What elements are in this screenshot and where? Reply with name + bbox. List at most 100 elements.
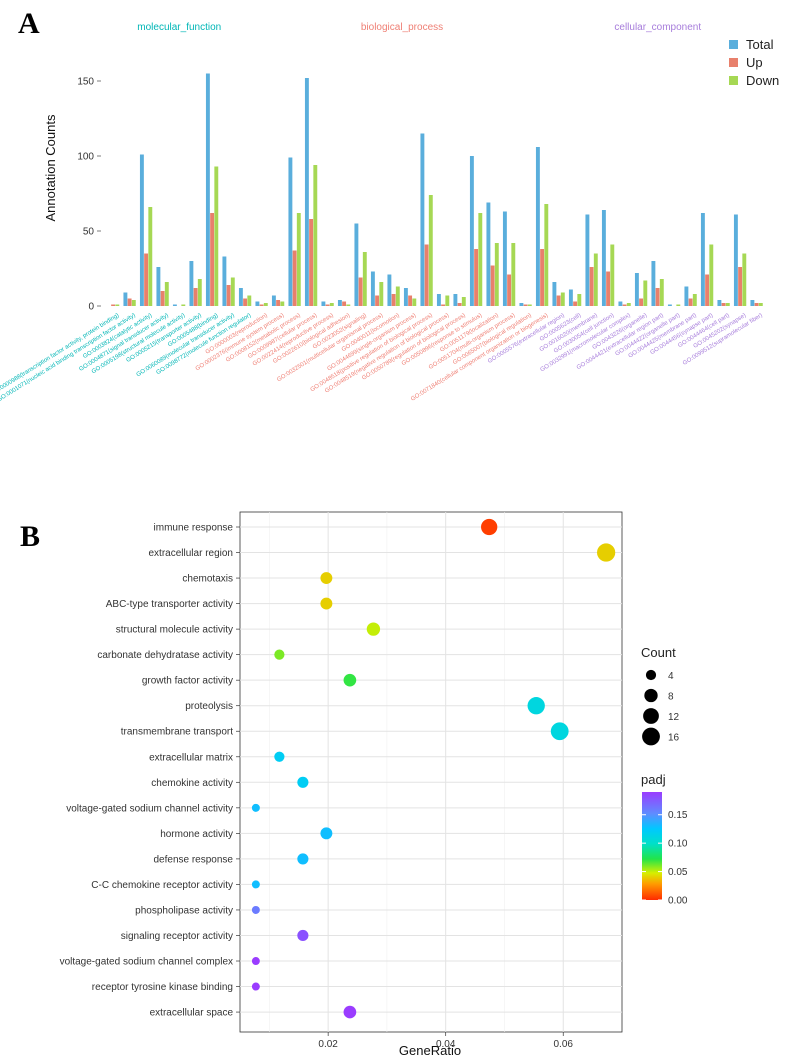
bar-total [634,273,639,306]
bar-total [502,211,507,306]
bar-down [643,280,648,306]
bar-down [544,204,549,306]
y-tick-label: 0 [88,302,94,313]
color-legend-bar [642,792,662,900]
bar-total [271,295,276,306]
bar-down [164,282,169,306]
bar-down [593,253,598,306]
plot-grid [240,512,622,1032]
go-enrichment-dot-plot: immune response extracellular region chemo… [60,511,688,1058]
bar-total [387,274,392,306]
x-tick-labels: 0.02 0.04 0.06 [318,1032,573,1050]
x-tick-label: 0.04 [436,1039,456,1050]
term-label: defense response [153,854,233,865]
legend-label: Down [746,73,779,88]
bar-down [610,244,615,306]
term-dot [343,1005,357,1019]
bar-total [288,157,293,306]
term-dot [274,649,285,660]
bar-down [725,303,730,306]
count-size-legend: Count 4 8 12 16 [641,645,680,746]
term-dot [550,722,569,741]
bar-down [511,243,516,306]
bar-up [243,298,248,306]
bar-total [337,300,342,306]
bar-down [742,253,747,306]
term-dot [251,957,260,965]
term-dot [274,751,285,762]
term-label: phospholipase activity [135,905,233,916]
size-legend-dot [644,688,658,703]
bar-total [205,73,210,306]
size-legend-label: 16 [668,733,680,744]
bar-down [428,195,433,306]
bar-total [552,282,557,306]
bar-total [750,300,755,306]
color-legend-label: 0.00 [668,896,688,907]
size-legend-dot [645,669,657,681]
panel-a-label: A [18,7,40,40]
term-label: growth factor activity [142,676,233,687]
term-label: voltage-gated sodium channel complex [60,957,233,968]
bar-total [189,261,194,306]
bar-total [172,304,177,306]
bar-up [226,285,231,306]
bar-up [507,274,512,306]
category-group-titles: molecular_function biological_process cell… [137,22,701,33]
term-label: transmembrane transport [121,727,233,738]
x-axis-title: GeneRatio [399,1043,461,1058]
term-dot [481,518,498,536]
bar-up [342,301,347,306]
term-label: hormone activity [160,829,233,840]
bar-total [420,133,425,306]
term-label: receptor tyrosine kinase binding [92,982,233,993]
color-legend-title: padj [641,772,666,787]
panel-b-label: B [20,520,40,553]
term-dot [366,622,381,636]
bar-total [123,292,128,306]
bar-total [403,288,408,306]
term-label: ABC-type transporter activity [106,599,233,610]
bar-down [626,303,631,306]
bar-down [412,298,417,306]
term-label: extracellular matrix [149,752,233,763]
bar-total [717,300,722,306]
bar-total [370,271,375,306]
bar-total [601,210,606,306]
bar-down [230,277,235,306]
term-dot [527,697,545,715]
term-label: immune response [154,523,234,534]
bar-total [486,202,491,306]
bar-up [309,219,314,306]
bar-up [325,304,330,306]
bar-down [659,279,664,306]
bar-down [346,304,351,306]
group-title: cellular_component [614,22,701,33]
bar-up [754,303,759,306]
term-label: proteolysis [185,701,233,712]
bar-down [692,294,697,306]
bar-total [354,223,359,306]
bar-down [445,295,450,306]
bar-up [375,295,380,306]
term-label: signaling receptor activity [121,931,233,942]
group-title: biological_process [361,22,443,33]
x-tick-labels: GO:0000988(transcription factor activity… [0,313,764,404]
term-dot [320,572,333,585]
size-legend-label: 4 [668,671,674,682]
bar-total [651,261,656,306]
term-label: voltage-gated sodium channel activity [66,803,233,814]
x-tick-label: 0.06 [553,1039,573,1050]
bar-total [321,301,326,306]
bar-total [255,301,260,306]
color-legend-label: 0.15 [668,810,688,821]
bar-up [408,295,413,306]
term-dot [297,853,309,865]
size-legend-dot [643,708,659,724]
dot-marks [251,518,616,1019]
bar-up [457,303,462,306]
bar-total [222,256,227,306]
bar-down [115,304,120,306]
bar-down [313,165,318,306]
